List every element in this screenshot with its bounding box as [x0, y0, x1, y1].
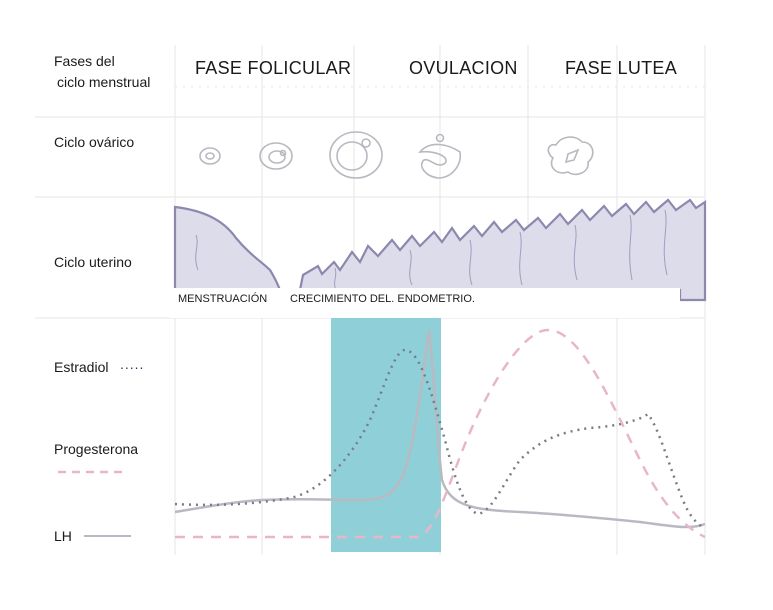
progesterone-curve: [175, 328, 706, 539]
phase-title-follicular: FASE FOLICULAR: [195, 58, 352, 78]
ovulation-band: [331, 318, 441, 552]
phase-title-ovulation: OVULACION: [409, 58, 518, 78]
lh-curve: [174, 329, 706, 529]
estradiol-legend-swatch: .....: [120, 356, 145, 372]
follicle-icon-3: [329, 131, 383, 179]
phases-label-line1: Fases del: [54, 53, 115, 69]
estradiol-label: Estradiol: [54, 359, 109, 375]
uterine-cycle-label: Ciclo uterino: [54, 254, 132, 270]
follicle-icon-1: [199, 147, 221, 165]
progesterone-label: Progesterona: [54, 441, 139, 457]
corpus-luteum-icon: [547, 136, 594, 176]
menstruation-label: MENSTRUACIÓN: [178, 293, 268, 305]
phases-label-line2: ciclo menstrual: [57, 74, 151, 90]
endometrium-growth-label: CRECIMIENTO DEL. ENDOMETRIO.: [290, 293, 475, 305]
follicle-icon-2: [259, 142, 293, 170]
phase-title-luteal: FASE LUTEA: [565, 58, 678, 78]
ovulating-follicle-icon: [418, 133, 462, 179]
endometrium-graphic: [173, 198, 707, 302]
lh-label: LH: [54, 528, 72, 544]
ovarian-cycle-label: Ciclo ovárico: [54, 134, 135, 150]
